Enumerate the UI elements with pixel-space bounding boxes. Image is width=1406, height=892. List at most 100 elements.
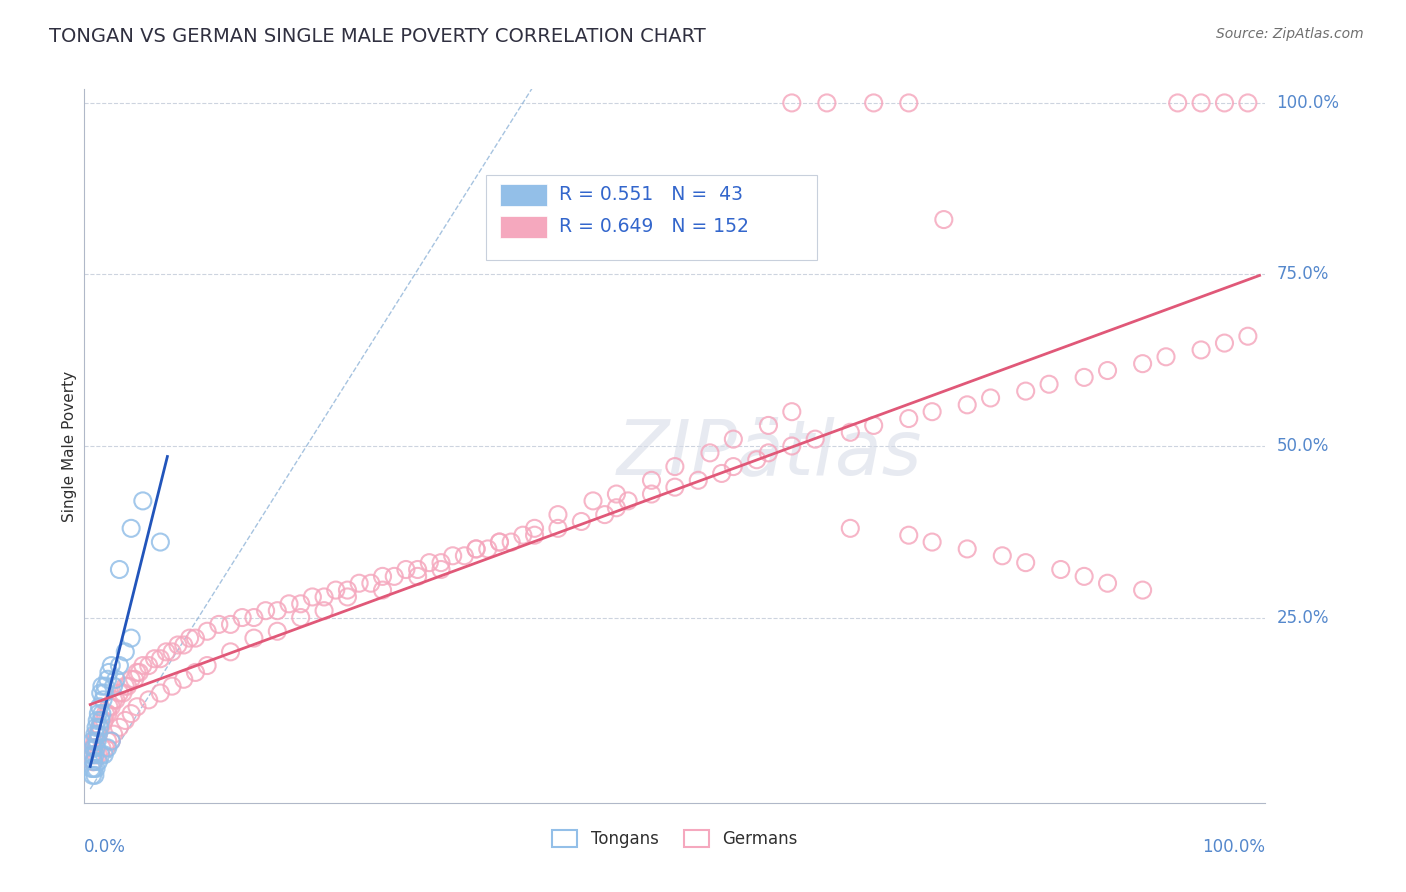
Point (84, 762, 107, 776)
Point (93, 714, 115, 728)
Point (1073, 569, 1095, 583)
Text: R = 0.551   N =  43: R = 0.551 N = 43 (560, 186, 744, 204)
Point (120, 706, 142, 721)
Point (160, 679, 183, 693)
Point (243, 610, 266, 624)
Point (312, 590, 335, 604)
Point (1038, 377, 1060, 392)
Point (839, 425, 862, 440)
Point (278, 597, 301, 611)
Point (1073, 370, 1095, 384)
Point (406, 569, 429, 583)
Point (83, 740, 105, 755)
Point (745, 452, 768, 467)
Point (83, 740, 105, 755)
Point (430, 562, 453, 576)
Point (1132, 357, 1154, 371)
Point (921, 405, 943, 419)
Point (93, 686, 115, 700)
Point (956, 398, 979, 412)
Point (89, 699, 111, 714)
Point (103, 679, 125, 693)
Point (111, 686, 134, 700)
Point (114, 714, 136, 728)
Point (90, 720, 112, 734)
Point (1097, 363, 1119, 377)
Point (100, 658, 122, 673)
Point (82, 734, 104, 748)
Point (758, 418, 780, 433)
Point (87, 755, 110, 769)
Point (82, 768, 104, 782)
Point (90, 740, 112, 755)
Point (780, 405, 803, 419)
Y-axis label: Single Male Poverty: Single Male Poverty (62, 370, 77, 522)
Point (862, 95, 884, 110)
Point (688, 473, 710, 487)
Point (208, 617, 231, 632)
Point (104, 693, 127, 707)
Point (84, 720, 107, 734)
Point (108, 686, 131, 700)
Point (184, 665, 207, 680)
Point (897, 95, 920, 110)
Point (138, 693, 160, 707)
Point (723, 432, 745, 446)
Point (114, 679, 136, 693)
Point (465, 541, 488, 556)
Point (547, 521, 569, 535)
Text: 50.0%: 50.0% (1277, 437, 1329, 455)
Point (120, 521, 142, 535)
Point (84, 740, 107, 755)
Point (266, 604, 288, 618)
Point (97, 706, 120, 721)
Point (382, 569, 405, 583)
Text: 100.0%: 100.0% (1202, 838, 1265, 855)
Point (80, 762, 103, 776)
Point (83, 762, 105, 776)
Point (593, 508, 616, 522)
Point (138, 658, 160, 673)
Point (82, 747, 104, 762)
Point (897, 528, 920, 542)
Point (89, 720, 111, 734)
Point (243, 631, 266, 645)
Point (640, 487, 662, 501)
Point (862, 418, 884, 433)
Point (103, 693, 125, 707)
Point (84, 734, 107, 748)
Point (84, 747, 107, 762)
Point (83, 768, 105, 782)
Point (605, 487, 627, 501)
Point (90, 714, 112, 728)
Point (231, 610, 253, 624)
Text: ZIPätlas: ZIPätlas (617, 417, 922, 490)
Point (173, 638, 195, 652)
Point (82, 755, 104, 769)
Point (921, 535, 943, 549)
Bar (501, 216, 547, 237)
Point (780, 439, 803, 453)
Point (699, 446, 721, 460)
Point (90, 706, 112, 721)
Point (108, 658, 131, 673)
Point (266, 624, 288, 639)
Point (640, 473, 662, 487)
Point (1097, 576, 1119, 591)
Point (336, 583, 359, 598)
Point (83, 727, 105, 741)
Point (1049, 562, 1071, 576)
Point (94, 706, 117, 721)
Point (90, 679, 112, 693)
Point (290, 597, 312, 611)
Point (132, 494, 155, 508)
Point (312, 604, 335, 618)
Point (477, 541, 499, 556)
Point (301, 590, 323, 604)
Point (149, 651, 172, 665)
Point (758, 446, 780, 460)
Point (360, 576, 382, 591)
Point (124, 673, 146, 687)
Point (97, 740, 120, 755)
Point (1189, 95, 1212, 110)
